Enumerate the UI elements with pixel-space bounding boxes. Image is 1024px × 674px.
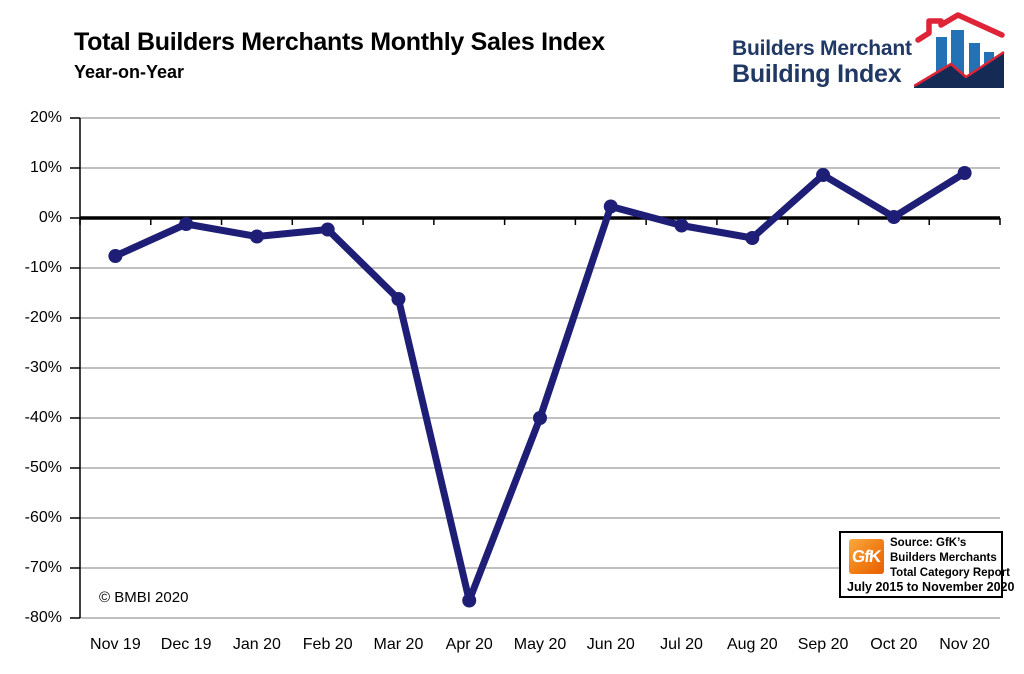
y-axis-label: 10% — [29, 159, 62, 176]
x-axis-label: Feb 20 — [302, 636, 353, 653]
y-axis-label: -10% — [24, 259, 62, 276]
y-axis-label: -30% — [24, 359, 62, 376]
source-line-3: Total Category Report — [890, 567, 1010, 579]
data-point — [674, 218, 689, 233]
y-axis-label: -80% — [24, 609, 62, 626]
source-box: GfK Source: GfK’s Builders Merchants Tot… — [839, 531, 1014, 598]
source-line-2: Builders Merchants — [890, 552, 997, 564]
source-line-1: Source: GfK’s — [890, 537, 967, 549]
x-axis-label: Apr 20 — [445, 636, 493, 653]
page-title: Total Builders Merchants Monthly Sales I… — [74, 28, 605, 56]
y-axis-label: -40% — [24, 409, 62, 426]
data-point — [745, 231, 760, 245]
bmbi-logo-text: Builders Merchant Building Index — [732, 38, 912, 87]
x-axis-label: Sep 20 — [797, 636, 849, 653]
x-axis-label: May 20 — [513, 636, 567, 653]
x-axis-label: Nov 20 — [939, 636, 990, 653]
data-point — [108, 249, 123, 263]
y-axis-label: -70% — [24, 559, 62, 576]
x-axis-label: Jun 20 — [586, 636, 635, 653]
x-axis-label: Oct 20 — [870, 636, 918, 653]
x-axis-label: Dec 19 — [160, 636, 212, 653]
y-axis-label: -60% — [24, 509, 62, 526]
data-point — [886, 210, 901, 224]
data-point — [249, 229, 264, 244]
x-axis-label: Mar 20 — [373, 636, 424, 653]
y-axis-label: -50% — [24, 459, 62, 476]
bmbi-logo-icon — [914, 12, 1005, 88]
gfk-logo: GfK — [849, 539, 884, 574]
logo-roof-icon — [915, 12, 1005, 43]
x-axis-label: Jan 20 — [232, 636, 281, 653]
data-point — [957, 166, 972, 180]
data-line — [111, 169, 969, 604]
y-axis-label: 20% — [29, 109, 62, 126]
gfk-logo-text: GfK — [851, 546, 882, 566]
data-point — [179, 217, 194, 231]
data-point — [320, 222, 335, 237]
page-subtitle: Year-on-Year — [74, 62, 185, 82]
logo-mountain-icon — [914, 50, 1005, 88]
bmbi-logo: Builders Merchant Building Index — [730, 8, 1010, 100]
x-axis-label: Nov 19 — [90, 636, 141, 653]
data-point — [462, 593, 477, 608]
bmbi-logo-line2: Building Index — [732, 60, 902, 88]
data-point — [603, 199, 618, 214]
copyright-note: © BMBI 2020 — [99, 589, 189, 606]
x-axis-label: Jul 20 — [660, 636, 703, 653]
data-point — [816, 168, 831, 182]
bmbi-logo-line1: Builders Merchant — [732, 37, 912, 60]
data-point — [391, 292, 406, 306]
y-axis-label: -20% — [24, 309, 62, 326]
x-axis-label: Aug 20 — [726, 636, 778, 653]
source-text: Source: GfK’s Builders Merchants Total C… — [890, 536, 1010, 581]
data-point — [533, 411, 547, 425]
y-axis-label: 0% — [38, 209, 62, 226]
source-line-4: July 2015 to November 2020 — [847, 580, 1015, 594]
